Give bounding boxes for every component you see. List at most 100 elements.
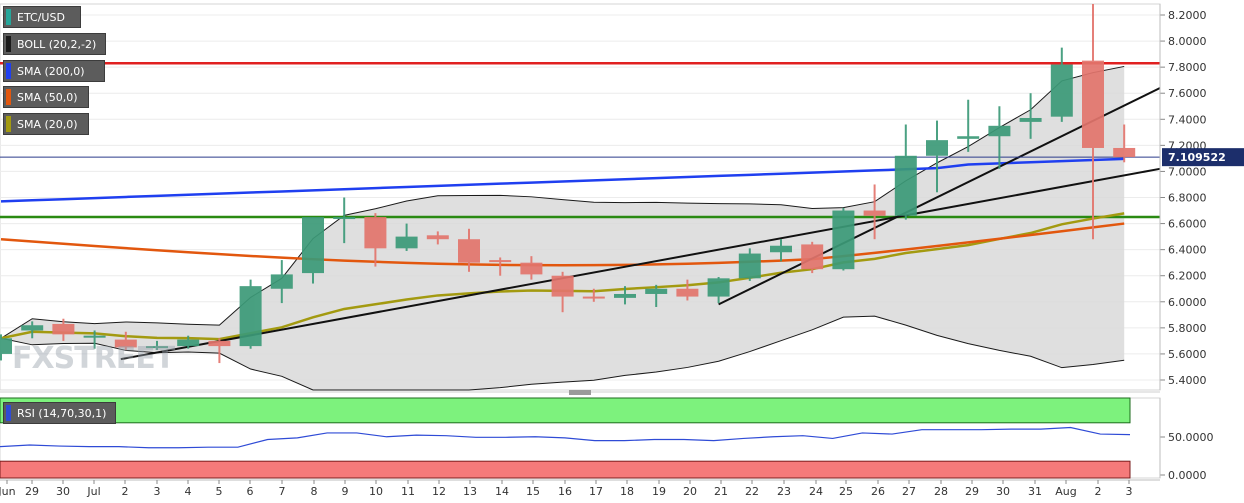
legend-boll[interactable]: BOLL (20,2,-2)	[3, 33, 106, 55]
candle	[520, 256, 543, 280]
x-tick-label: 23	[777, 485, 791, 498]
x-tick-label: 30	[996, 485, 1010, 498]
x-tick-label: 4	[185, 485, 192, 498]
pane-resize-handle	[569, 390, 591, 395]
candle-body	[1113, 147, 1136, 158]
candle-body	[208, 340, 231, 347]
legend-sma50[interactable]: SMA (50,0)	[3, 86, 89, 108]
candle-body	[770, 245, 792, 253]
x-tick-label: 8	[311, 485, 318, 498]
legend-sma200[interactable]: SMA (200,0)	[3, 60, 105, 82]
candle	[582, 288, 605, 302]
candle	[770, 239, 792, 262]
candle	[614, 286, 636, 305]
candle-body	[270, 274, 293, 289]
x-tick-label: 3	[154, 485, 161, 498]
candle	[114, 331, 137, 351]
rsi-tick-label: 0.0000	[1168, 469, 1207, 482]
candle-body	[801, 244, 824, 270]
rsi-swatch	[6, 405, 11, 421]
pair-swatch	[6, 9, 11, 25]
candle	[426, 231, 449, 245]
price-tick-label: 6.0000	[1168, 296, 1207, 309]
candle-body	[645, 288, 668, 294]
x-tick-label: 28	[934, 485, 948, 498]
candle-body	[676, 288, 699, 297]
candle	[489, 257, 512, 276]
candle-body	[0, 338, 12, 354]
candle-body	[863, 210, 886, 216]
candle	[832, 207, 855, 271]
x-tick-label: 27	[902, 485, 916, 498]
candle-body	[239, 286, 262, 347]
price-tick-label: 5.6000	[1168, 348, 1207, 361]
boll-swatch	[6, 36, 11, 52]
x-tick-label: 10	[369, 485, 383, 498]
candle-body	[520, 262, 543, 275]
candle-body	[52, 323, 75, 335]
candle	[801, 241, 824, 274]
candle	[21, 321, 44, 339]
current-price-tag-bg	[1162, 148, 1244, 167]
legend-boll-label: BOLL (20,2,-2)	[17, 38, 97, 51]
x-tick-label: 31	[1028, 485, 1042, 498]
candle	[863, 184, 886, 240]
candle-body	[707, 278, 730, 297]
rsi-oversold-zone	[0, 460, 1131, 479]
rsi-overbought-zone	[0, 397, 1131, 424]
candle	[738, 248, 761, 281]
x-tick-label: 17	[589, 485, 603, 498]
candle	[926, 120, 948, 193]
sma20-swatch	[6, 116, 11, 132]
candle-body	[1050, 64, 1073, 117]
candle-body	[957, 136, 980, 139]
candle-body	[832, 210, 855, 270]
price-tick-label: 7.4000	[1168, 113, 1207, 126]
x-tick-label: 21	[714, 485, 728, 498]
candle-body	[114, 339, 137, 348]
x-tick-label: 7	[279, 485, 286, 498]
candle	[707, 277, 730, 304]
price-tick-label: 8.0000	[1168, 35, 1207, 48]
candle	[177, 335, 200, 349]
candle-body	[582, 296, 605, 299]
candle-body	[395, 236, 418, 249]
sma50-swatch	[6, 89, 11, 105]
x-tick-label: 5	[216, 485, 223, 498]
price-tick-label: 5.4000	[1168, 374, 1207, 387]
candle	[1050, 47, 1073, 122]
legend-rsi-label: RSI (14,70,30,1)	[17, 407, 107, 420]
x-tick-label: 11	[401, 485, 415, 498]
candle	[302, 217, 324, 284]
candle-body	[988, 125, 1011, 137]
candle	[208, 338, 231, 364]
candle	[957, 99, 980, 152]
x-tick-label: 3	[1126, 485, 1133, 498]
candle	[1113, 124, 1136, 163]
price-tick-label: 5.8000	[1168, 322, 1207, 335]
price-tick-label: 6.8000	[1168, 192, 1207, 205]
x-tick-label: 6	[247, 485, 254, 498]
candle	[1082, 4, 1104, 240]
current-price-tag: 7.109522	[1162, 148, 1244, 167]
current-price-label: 7.109522	[1168, 151, 1226, 164]
candle-body	[177, 339, 200, 347]
candle	[146, 340, 168, 351]
legend-sma20[interactable]: SMA (20,0)	[3, 113, 89, 135]
x-tick-label: 14	[495, 485, 509, 498]
legend-pair[interactable]: ETC/USD	[3, 6, 81, 28]
rsi-line	[0, 426, 1131, 449]
candle-body	[894, 155, 917, 216]
legend-sma200-label: SMA (200,0)	[17, 65, 85, 78]
candle-body	[926, 140, 948, 156]
x-tick-label: 16	[558, 485, 572, 498]
x-tick-label: Jul	[86, 485, 100, 498]
legend-sma20-label: SMA (20,0)	[17, 118, 78, 131]
candle-body	[83, 335, 106, 338]
bollinger-band-fill	[1, 66, 1125, 391]
price-tick-label: 7.6000	[1168, 87, 1207, 100]
candle	[270, 260, 293, 304]
candle	[395, 223, 418, 251]
legend-rsi[interactable]: RSI (14,70,30,1)	[3, 402, 116, 424]
